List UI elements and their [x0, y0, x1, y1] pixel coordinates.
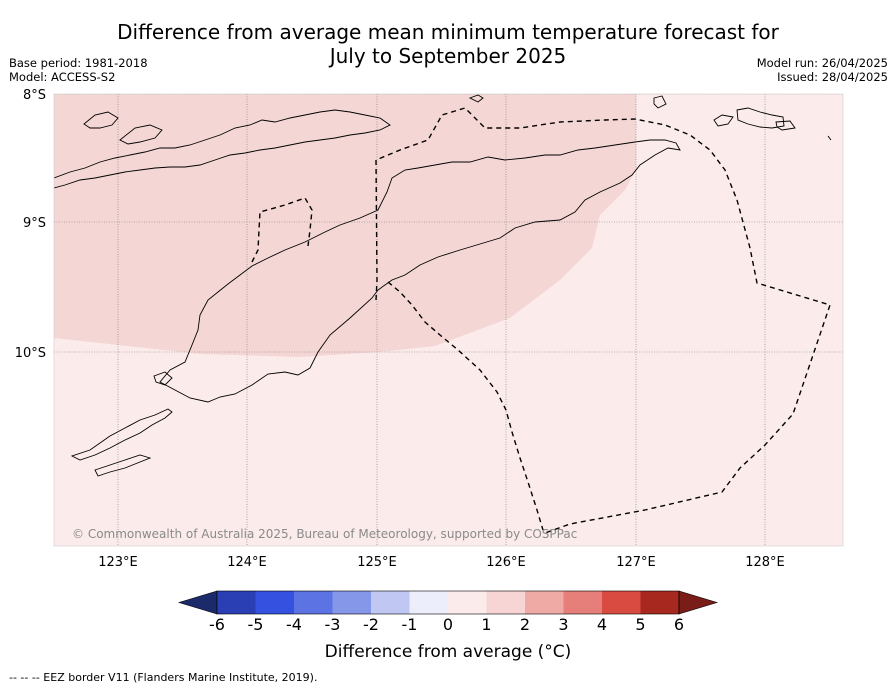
- moa-coast: [736, 107, 785, 129]
- lon-label: 127°E: [616, 555, 656, 570]
- colorbar-segment: [486, 591, 525, 614]
- colorbar-segment: [217, 591, 256, 614]
- colorbar-tick-label: -2: [363, 615, 379, 634]
- meta-left: Base period: 1981-2018 Model: ACCESS-S2: [9, 56, 148, 84]
- map-frame: [53, 93, 844, 547]
- lat-label: 10°S: [15, 346, 46, 361]
- coastlines: [54, 94, 832, 477]
- wetar-coast: [119, 124, 163, 145]
- colorbar-tick-label: -5: [248, 615, 264, 634]
- kisar-coast: [653, 95, 667, 109]
- eez-borders: [251, 107, 831, 534]
- eez-border-south: [387, 281, 544, 531]
- colorbar-tick-label: 5: [635, 615, 645, 634]
- colorbar-segment: [602, 591, 641, 614]
- rote-island-coast: [70, 408, 173, 461]
- lon-label: 125°E: [357, 555, 397, 570]
- title-line-2: July to September 2025: [329, 44, 567, 68]
- model-name: Model: ACCESS-S2: [9, 70, 116, 84]
- colorbar-label: Difference from average (°C): [324, 642, 572, 662]
- lat-label: 8°S: [23, 88, 46, 103]
- colorbar-tick-label: 1: [481, 615, 491, 634]
- semau-island-coast: [153, 371, 173, 386]
- base-period: Base period: 1981-2018: [9, 56, 148, 70]
- colorbar-segment: [448, 591, 487, 614]
- colorbar-segment: [255, 591, 294, 614]
- colorbar-segment: [640, 591, 679, 614]
- meta-right: Model run: 26/04/2025 Issued: 28/04/2025: [757, 56, 888, 84]
- colorbar-arrow-high: [678, 590, 719, 615]
- colorbar: [177, 590, 719, 615]
- lakor-coast: [775, 120, 796, 131]
- lon-label: 123°E: [98, 555, 138, 570]
- leti-coast: [713, 114, 734, 127]
- model-run: Model run: 26/04/2025: [756, 56, 888, 70]
- colorbar-tick-label: -1: [402, 615, 418, 634]
- colorbar-tick-label: -6: [209, 615, 225, 634]
- colorbar-tick-label: 0: [443, 615, 453, 634]
- small-island-east: [827, 135, 832, 141]
- map-title: Difference from average mean minimum tem…: [0, 20, 896, 68]
- colorbar-segment: [525, 591, 564, 614]
- lon-label: 126°E: [486, 555, 526, 570]
- lon-label: 124°E: [227, 555, 267, 570]
- atauro-coast: [468, 94, 484, 103]
- colorbar-tick-label: -4: [286, 615, 302, 634]
- colorbar-segment: [294, 591, 333, 614]
- colorbar-tick-label: 3: [558, 615, 568, 634]
- colorbar-tick-label: 6: [674, 615, 684, 634]
- colorbar-ticks: -6 -5 -4 -3 -2 -1 0 1 2 3 4 5 6: [209, 615, 684, 634]
- alor-coast: [83, 111, 119, 129]
- colorbar-outline: [216, 590, 680, 615]
- lon-labels: 123°E 124°E 125°E 126°E 127°E 128°E: [98, 555, 785, 570]
- eez-border-oecusse: [251, 197, 313, 263]
- colorbar-tick-label: -3: [325, 615, 341, 634]
- lon-label: 128°E: [745, 555, 785, 570]
- colorbar-segment: [409, 591, 448, 614]
- colorbar-arrow-low: [177, 590, 218, 615]
- timor-island-coast: [159, 139, 681, 403]
- colorbar-segment: [563, 591, 602, 614]
- colorbar-segment: [371, 591, 410, 614]
- warm-anomaly-zone: [54, 94, 636, 357]
- colorbar-segment: [332, 591, 371, 614]
- flores-coast: [54, 109, 391, 189]
- title-line-1: Difference from average mean minimum tem…: [117, 20, 779, 44]
- lat-label: 9°S: [23, 216, 46, 231]
- colorbar-tick-label: 2: [520, 615, 530, 634]
- colorbar-tick-label: 4: [597, 615, 607, 634]
- lat-labels: 8°S 9°S 10°S: [15, 88, 46, 361]
- savu-island-coast: [94, 454, 152, 477]
- issued-date: Issued: 28/04/2025: [777, 70, 888, 84]
- copyright-text: © Commonwealth of Australia 2025, Bureau…: [72, 527, 577, 541]
- eez-legend-footer: -- -- -- EEZ border V11 (Flanders Marine…: [9, 671, 318, 684]
